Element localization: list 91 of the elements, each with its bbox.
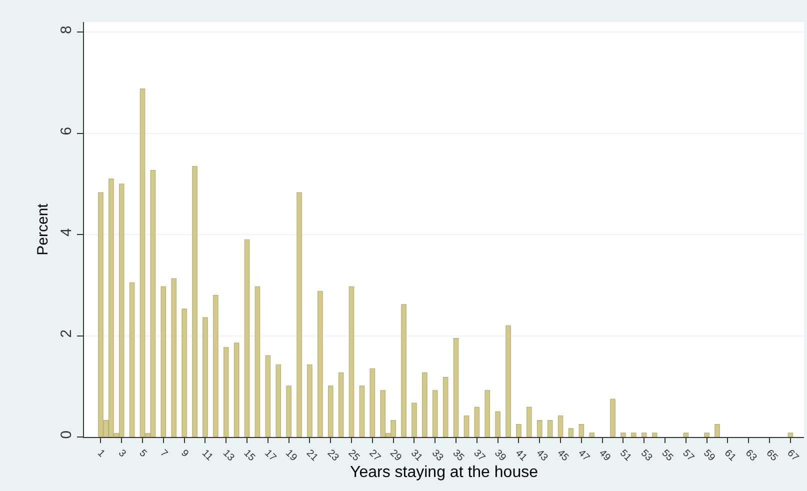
x-tick-label: 25 (346, 448, 362, 464)
x-tick-label: 31 (408, 448, 425, 464)
bar (171, 278, 177, 437)
bar (788, 432, 794, 437)
bar (254, 286, 260, 437)
bar (202, 317, 208, 437)
bar (714, 424, 720, 437)
y-tick-label: 6 (58, 126, 75, 136)
bar (223, 347, 229, 437)
bar (276, 364, 282, 437)
x-tick-label: 51 (618, 448, 634, 464)
x-tick-label: 55 (659, 448, 676, 464)
bar (160, 286, 166, 437)
bar (182, 308, 187, 437)
x-tick-label: 61 (722, 448, 738, 464)
y-tick-label: 0 (58, 430, 75, 439)
bar (453, 338, 459, 437)
x-tick-label: 63 (742, 448, 759, 464)
bar (610, 398, 616, 437)
bar (547, 420, 553, 437)
x-tick-label: 1 (95, 448, 108, 460)
x-tick-label: 67 (784, 448, 801, 464)
bar (484, 390, 490, 437)
bar (422, 372, 428, 437)
x-tick-label: 33 (429, 448, 446, 464)
x-tick-label: 19 (283, 448, 300, 464)
x-tick-label: 15 (241, 448, 258, 464)
x-tick-label: 17 (262, 448, 278, 464)
bar (558, 415, 564, 437)
x-tick-label: 37 (471, 448, 488, 464)
bar (578, 424, 584, 437)
x-tick-label: 35 (450, 448, 466, 464)
y-tick-label: 2 (58, 329, 75, 338)
bar (359, 386, 365, 437)
x-tick-label: 57 (680, 448, 696, 464)
x-tick-label: 7 (158, 448, 170, 460)
bar (589, 432, 595, 437)
x-tick-label: 11 (200, 448, 215, 464)
bar (536, 420, 542, 437)
y-axis-title: Percent (34, 202, 52, 256)
y-tick-label: 8 (58, 26, 75, 34)
bar (442, 376, 448, 437)
bar (526, 406, 532, 437)
x-tick-label: 43 (534, 448, 550, 464)
x-tick-label: 39 (492, 448, 508, 464)
bar (338, 372, 344, 437)
bar (129, 282, 135, 437)
bar (568, 428, 574, 437)
bar (348, 286, 354, 437)
bar (412, 402, 417, 437)
bar (296, 192, 302, 437)
bar (432, 390, 438, 437)
x-tick-label: 53 (638, 448, 654, 464)
bar (286, 386, 292, 437)
bar (328, 386, 334, 437)
bar (192, 166, 198, 437)
y-tick-label: 4 (58, 228, 75, 236)
x-tick-label: 59 (701, 448, 718, 464)
bar (516, 424, 522, 437)
x-tick-label: 29 (388, 448, 404, 464)
bar (307, 364, 312, 437)
x-tick-label: 49 (596, 448, 613, 464)
bar (401, 304, 406, 437)
x-tick-label: 45 (554, 448, 571, 464)
bar (641, 432, 647, 437)
x-tick-label: 27 (366, 448, 383, 464)
bar (506, 325, 511, 437)
x-tick-label: 41 (513, 448, 530, 464)
bar (474, 406, 480, 437)
x-tick-label: 3 (116, 448, 128, 460)
x-tick-label: 23 (324, 448, 341, 464)
bar (620, 432, 626, 437)
bar (318, 290, 323, 437)
bar (631, 432, 636, 437)
bar (704, 432, 710, 437)
bar (495, 411, 500, 437)
bar (370, 368, 376, 437)
x-tick-label: 65 (764, 448, 780, 464)
bar (652, 432, 658, 437)
bar (265, 355, 271, 437)
bar (683, 432, 689, 437)
bar (234, 342, 240, 437)
x-tick-label: 9 (178, 448, 191, 460)
bar (244, 239, 250, 437)
bar (213, 294, 218, 437)
x-tick-label: 21 (304, 448, 320, 464)
x-tick-label: 47 (576, 448, 592, 464)
x-tick-label: 13 (220, 448, 236, 464)
bar (464, 415, 470, 437)
x-tick-label: 5 (136, 448, 149, 460)
x-axis-title: Years staying at the house (350, 464, 538, 481)
